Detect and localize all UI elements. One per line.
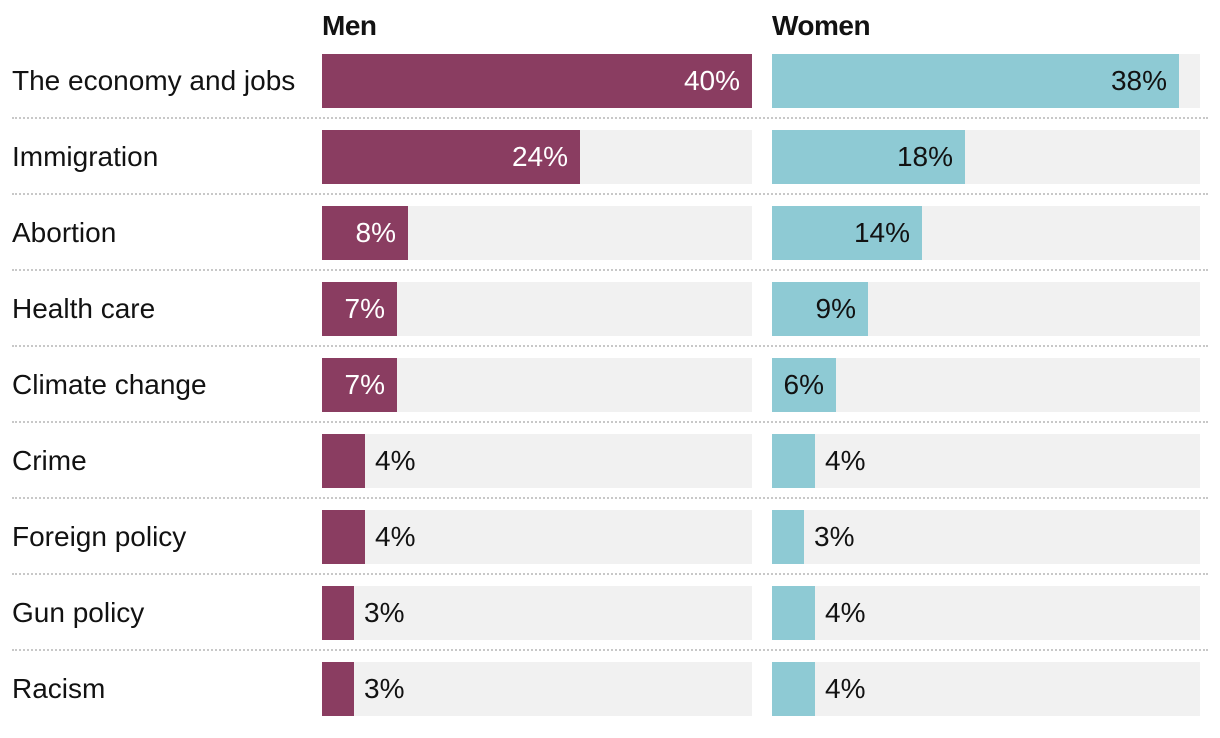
category-label: Immigration <box>12 141 159 172</box>
category-label: Gun policy <box>12 597 145 628</box>
women-bar-track: 9% <box>772 282 1200 336</box>
men-column-header: Men <box>322 10 377 41</box>
women-value-label: 4% <box>825 673 866 704</box>
women-value-label: 38% <box>1110 65 1167 96</box>
men-bar-track: 8% <box>322 206 752 260</box>
row-divider <box>12 345 1208 347</box>
women-bar-track: 14% <box>772 206 1200 260</box>
women-bar-track: 38% <box>772 54 1200 108</box>
men-bar <box>322 282 397 336</box>
women-bar-track: 6% <box>772 358 1200 412</box>
row-divider <box>12 269 1208 271</box>
men-value-label: 8% <box>355 217 396 248</box>
women-value-label: 3% <box>814 521 855 552</box>
women-bar <box>772 130 965 184</box>
women-bar-track: 3% <box>772 510 1200 564</box>
men-bar <box>322 358 397 412</box>
men-bar <box>322 662 354 716</box>
women-bar-track: 18% <box>772 130 1200 184</box>
chart-row: Climate change 7% 6% <box>0 358 1220 434</box>
category-label: Racism <box>12 673 106 704</box>
men-bar-track: 3% <box>322 586 752 640</box>
women-value-label: 4% <box>825 445 866 476</box>
men-bar-track: 7% <box>322 358 752 412</box>
chart-row: Racism 3% 4% <box>0 662 1220 738</box>
women-value-label: 14% <box>853 217 910 248</box>
men-value-label: 3% <box>364 597 405 628</box>
men-bar <box>322 206 408 260</box>
category-label: Crime <box>12 445 87 476</box>
row-divider <box>12 117 1208 119</box>
chart-row: Gun policy 3% 4% <box>0 586 1220 662</box>
women-bar <box>772 282 868 336</box>
row-divider <box>12 573 1208 575</box>
men-value-label: 4% <box>375 521 416 552</box>
chart-row: Health care 7% 9% <box>0 282 1220 358</box>
men-value-label: 7% <box>344 293 385 324</box>
men-bar-track: 4% <box>322 510 752 564</box>
women-column-header: Women <box>772 10 871 41</box>
men-bar-track: 4% <box>322 434 752 488</box>
men-value-label: 40% <box>683 65 740 96</box>
women-bar <box>772 54 1179 108</box>
women-value-label: 4% <box>825 597 866 628</box>
women-bar-track: 4% <box>772 434 1200 488</box>
category-label: Abortion <box>12 217 117 248</box>
category-label: The economy and jobs <box>12 65 296 96</box>
chart-row: Immigration 24% 18% <box>0 130 1220 206</box>
women-value-label: 18% <box>896 141 953 172</box>
chart-row: Crime 4% 4% <box>0 434 1220 510</box>
men-bar <box>322 54 752 108</box>
men-bar <box>322 434 365 488</box>
men-value-label: 4% <box>375 445 416 476</box>
women-value-label: 6% <box>783 369 824 400</box>
men-bar <box>322 586 354 640</box>
men-bar-track: 7% <box>322 282 752 336</box>
women-bar-track: 4% <box>772 662 1200 716</box>
men-bar <box>322 130 580 184</box>
row-divider <box>12 497 1208 499</box>
women-bar <box>772 586 815 640</box>
chart-row: Abortion 8% 14% <box>0 206 1220 282</box>
men-bar <box>322 510 365 564</box>
women-bar <box>772 662 815 716</box>
women-bar <box>772 434 815 488</box>
women-bar-track: 4% <box>772 586 1200 640</box>
category-label: Foreign policy <box>12 521 187 552</box>
row-divider <box>12 421 1208 423</box>
men-value-label: 7% <box>344 369 385 400</box>
men-value-label: 24% <box>511 141 568 172</box>
women-bar <box>772 358 836 412</box>
row-divider <box>12 649 1208 651</box>
category-label: Health care <box>12 293 156 324</box>
men-bar-track: 24% <box>322 130 752 184</box>
chart-row: The economy and jobs 40% 38% <box>0 54 1220 130</box>
men-bar-track: 40% <box>322 54 752 108</box>
women-bar <box>772 510 804 564</box>
row-divider <box>12 193 1208 195</box>
women-value-label: 9% <box>815 293 856 324</box>
men-value-label: 3% <box>364 673 405 704</box>
category-label: Climate change <box>12 369 207 400</box>
chart-row: Foreign policy 4% 3% <box>0 510 1220 586</box>
men-bar-track: 3% <box>322 662 752 716</box>
women-bar <box>772 206 922 260</box>
